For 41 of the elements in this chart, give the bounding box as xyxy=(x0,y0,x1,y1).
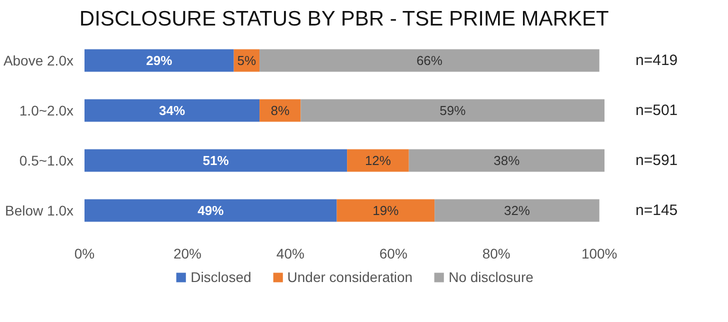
x-tick-label: 100% xyxy=(581,246,618,262)
x-tick-label: 60% xyxy=(379,246,408,262)
x-tick-label: 80% xyxy=(482,246,510,262)
text: n=145 xyxy=(636,202,678,219)
text: n=419 xyxy=(636,52,678,69)
data-label: 38% xyxy=(494,153,520,168)
data-label: 12% xyxy=(364,153,392,168)
data-label: 51% xyxy=(202,153,230,168)
data-label: 32% xyxy=(504,203,530,218)
data-label: 59% xyxy=(440,103,466,118)
data-label: 34% xyxy=(159,103,186,118)
chart-title: DISCLOSURE STATUS BY PBR - TSE PRIME MARKET xyxy=(79,8,609,30)
data-label: 66% xyxy=(416,53,443,68)
bar xyxy=(336,199,435,222)
bar xyxy=(347,149,409,172)
text: n=591 xyxy=(636,152,678,169)
x-tick-label: 40% xyxy=(276,246,304,262)
legend-label: Under consideration xyxy=(287,269,413,285)
data-label: 19% xyxy=(372,203,400,218)
data-label: 49% xyxy=(198,203,224,218)
data-label: 8% xyxy=(270,103,290,118)
bar xyxy=(260,49,600,72)
bar xyxy=(84,199,337,222)
bar xyxy=(408,149,604,172)
bar xyxy=(260,99,301,122)
legend-label: Disclosed xyxy=(190,269,252,285)
y-tick-label: 0.5~1.0x xyxy=(19,152,74,168)
bar xyxy=(300,99,604,122)
bar xyxy=(434,199,600,222)
data-label: 29% xyxy=(146,53,173,68)
x-tick-label: 20% xyxy=(173,246,202,262)
y-tick-label: 1.0~2.0x xyxy=(19,102,74,118)
bar xyxy=(84,49,234,72)
bar xyxy=(84,99,260,122)
text: n=501 xyxy=(636,102,678,119)
y-tick-label: Above 2.0x xyxy=(3,52,74,68)
legend-label: No disclosure xyxy=(448,269,534,285)
y-tick-label: Below 1.0x xyxy=(5,202,74,218)
x-tick-label: 0% xyxy=(74,246,95,262)
bar xyxy=(84,149,348,172)
data-label: 5% xyxy=(237,53,257,68)
